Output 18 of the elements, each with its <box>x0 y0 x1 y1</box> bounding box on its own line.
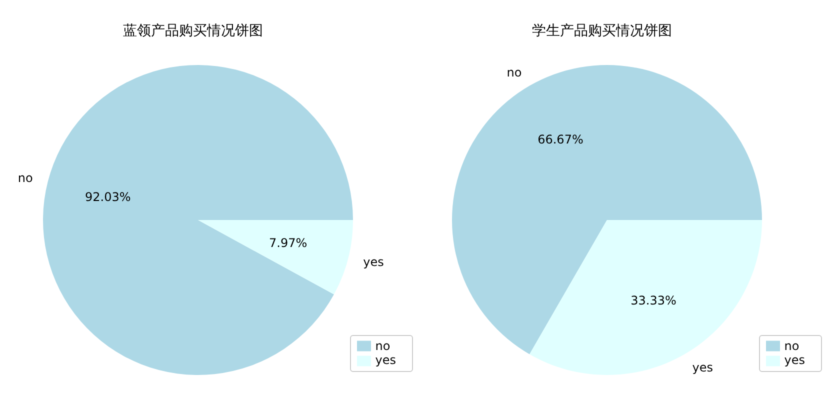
data-label: 92.03% <box>85 190 131 204</box>
legend-label: yes <box>375 353 396 368</box>
chart-title: 学生产品购买情况饼图 <box>531 22 673 40</box>
pie-slice <box>530 220 762 375</box>
slice-label: no <box>506 65 522 80</box>
slice-label: yes <box>363 255 384 270</box>
pie-slice <box>198 220 353 294</box>
pie-slice <box>43 65 353 375</box>
legend-label: yes <box>784 353 805 368</box>
chart-title: 蓝领产品购买情况饼图 <box>122 22 264 40</box>
data-label: 66.67% <box>538 132 584 146</box>
pie-slice <box>452 65 762 354</box>
legend-label: no <box>784 338 800 353</box>
legend-label: no <box>375 338 390 353</box>
slice-label: yes <box>692 360 714 375</box>
data-label: 33.33% <box>630 294 676 308</box>
slice-label: no <box>18 170 33 185</box>
data-label: 7.97% <box>269 236 308 250</box>
